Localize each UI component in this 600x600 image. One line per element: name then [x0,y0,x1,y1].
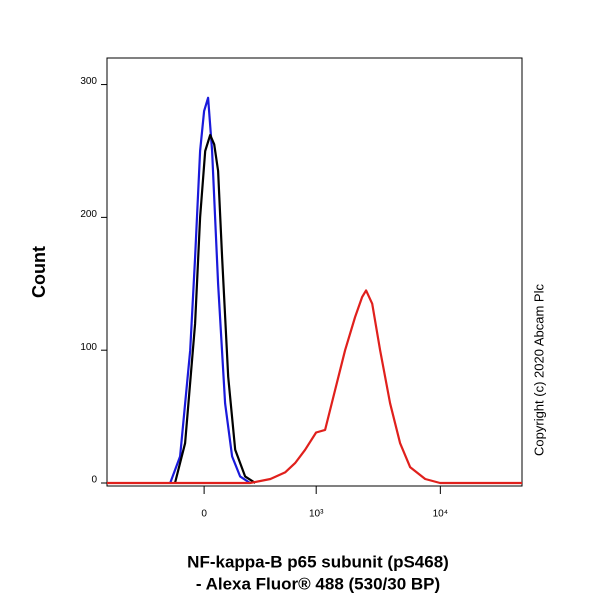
copyright: Copyright (c) 2020 Abcam Plc [531,284,546,456]
y-tick-label: 300 [80,76,97,87]
y-tick-label: 200 [80,209,97,220]
histogram-line [169,96,251,484]
x-tick-label: 10⁴ [433,509,448,520]
y-tick-label: 0 [91,475,97,486]
histogram-line [173,133,256,484]
histogram-line [107,289,522,485]
x-tick-label: 0 [201,509,207,520]
x-axis-label: NF-kappa-B p65 subunit (pS468) [187,552,449,571]
plot-frame [106,57,523,487]
y-tick-label: 100 [80,342,97,353]
y-axis-label: Count [29,246,49,298]
x-axis-label: - Alexa Fluor® 488 (530/30 BP) [196,574,440,593]
x-tick-label: 10³ [309,509,324,520]
